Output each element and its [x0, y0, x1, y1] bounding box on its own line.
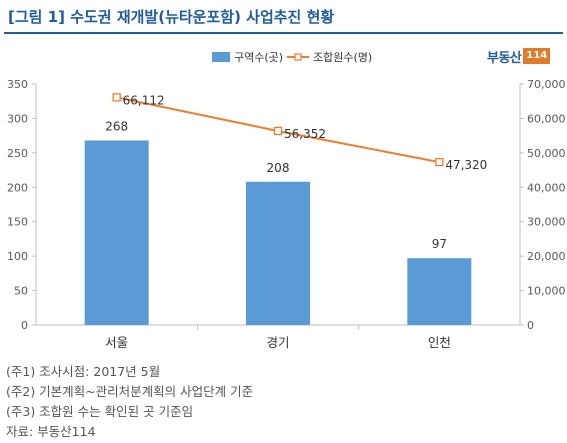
- bar: [407, 258, 472, 325]
- legend-label: 조합원수(명): [313, 51, 372, 64]
- right-tick-label: 20,000: [527, 250, 566, 263]
- legend-label: 구역수(곳): [234, 51, 283, 64]
- right-tick-label: 50,000: [527, 147, 566, 160]
- right-tick-label: 70,000: [527, 78, 566, 91]
- left-tick-label: 0: [21, 319, 28, 332]
- logo-text: 부동산: [487, 50, 522, 66]
- figure-title: [그림 1] 수도권 재개발(뉴타운포함) 사업추진 현황: [8, 8, 335, 26]
- left-tick-label: 50: [14, 285, 28, 298]
- line-value-label: 56,352: [284, 127, 326, 141]
- bar-value-label: 208: [267, 161, 290, 175]
- right-tick-label: 40,000: [527, 181, 566, 194]
- footnotes: (주1) 조사시점: 2017년 5월 (주2) 기본계획~관리처분계획의 사업…: [6, 362, 253, 442]
- left-tick-label: 100: [7, 250, 28, 263]
- right-tick-label: 0: [527, 319, 534, 332]
- footnote-2: (주2) 기본계획~관리처분계획의 사업단계 기준: [6, 384, 254, 399]
- logo-number: 114: [523, 48, 551, 64]
- category-label: 인천: [428, 335, 451, 350]
- legend-swatch-bar: [212, 52, 230, 62]
- source-note: 자료: 부동산114: [6, 424, 96, 439]
- legend-swatch-marker: [294, 53, 302, 61]
- right-tick-label: 60,000: [527, 112, 566, 125]
- line-value-label: 47,320: [445, 158, 487, 172]
- left-tick-label: 250: [7, 147, 28, 160]
- line-value-label: 66,112: [123, 93, 165, 107]
- right-tick-label: 30,000: [527, 216, 566, 229]
- left-tick-label: 350: [7, 78, 28, 91]
- right-tick-label: 10,000: [527, 285, 566, 298]
- left-tick-label: 300: [7, 112, 28, 125]
- category-label: 서울: [105, 335, 128, 350]
- left-tick-label: 200: [7, 181, 28, 194]
- footnote-3: (주3) 조합원 수는 확인된 곳 기준임: [6, 404, 194, 419]
- line-point: [112, 93, 121, 102]
- bar-value-label: 97: [432, 237, 447, 251]
- left-tick-label: 150: [7, 216, 28, 229]
- line-point: [273, 126, 283, 136]
- bar: [84, 140, 149, 325]
- bar-value-label: 268: [105, 119, 128, 133]
- source-logo: 부동산 114: [487, 46, 551, 66]
- footnote-1: (주1) 조사시점: 2017년 5월: [6, 364, 161, 379]
- line-point: [435, 157, 444, 167]
- title-underline: [4, 32, 563, 34]
- category-label: 경기: [266, 335, 289, 350]
- combo-chart: 0 50 100 150 200 250 300 350 0 10,000 20,000 30,000…: [7, 51, 566, 350]
- bar: [246, 181, 310, 325]
